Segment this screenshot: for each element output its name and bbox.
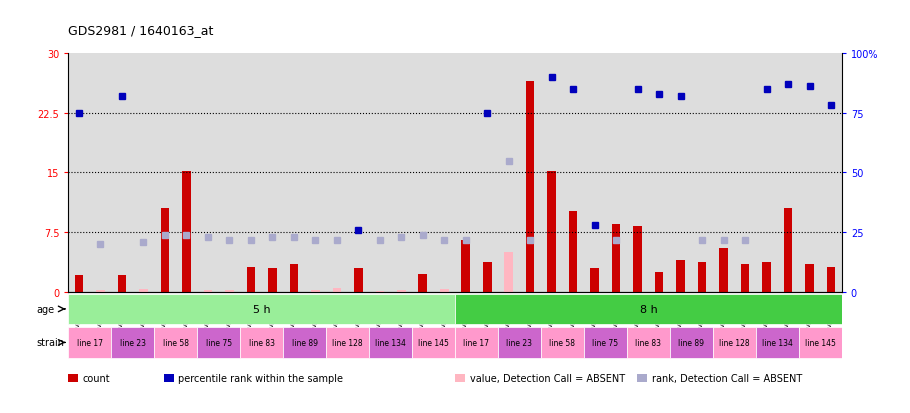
Bar: [326, 328, 369, 358]
Bar: [68, 294, 455, 324]
Bar: [376, 291, 384, 292]
Bar: [247, 267, 255, 292]
Bar: [455, 294, 842, 324]
Text: GDS2981 / 1640163_at: GDS2981 / 1640163_at: [68, 24, 214, 37]
Text: line 128: line 128: [332, 338, 363, 347]
Bar: [612, 225, 621, 292]
Text: line 23: line 23: [507, 338, 532, 347]
Bar: [369, 328, 412, 358]
Bar: [197, 328, 240, 358]
Bar: [784, 209, 793, 292]
Bar: [741, 265, 749, 292]
Bar: [805, 265, 814, 292]
Text: line 128: line 128: [719, 338, 750, 347]
Text: line 145: line 145: [804, 338, 835, 347]
Bar: [204, 290, 212, 292]
Bar: [633, 226, 642, 292]
Bar: [584, 328, 627, 358]
Text: line 58: line 58: [550, 338, 575, 347]
Bar: [440, 289, 449, 292]
Bar: [455, 328, 498, 358]
Text: line 58: line 58: [163, 338, 188, 347]
Bar: [461, 241, 470, 292]
Text: 8 h: 8 h: [640, 304, 657, 314]
Bar: [289, 265, 298, 292]
Bar: [569, 211, 578, 292]
Bar: [504, 253, 513, 292]
Text: age: age: [36, 304, 55, 314]
Bar: [483, 262, 491, 292]
Bar: [182, 171, 191, 292]
Text: line 134: line 134: [375, 338, 406, 347]
Bar: [68, 328, 111, 358]
Bar: [161, 209, 169, 292]
Text: 5 h: 5 h: [253, 304, 270, 314]
Bar: [698, 262, 706, 292]
Text: line 89: line 89: [291, 338, 318, 347]
Bar: [96, 290, 105, 292]
Bar: [591, 268, 599, 292]
Text: line 17: line 17: [463, 338, 490, 347]
Bar: [111, 328, 154, 358]
Bar: [541, 328, 584, 358]
Bar: [397, 290, 406, 292]
Text: line 83: line 83: [635, 338, 662, 347]
Text: percentile rank within the sample: percentile rank within the sample: [178, 373, 343, 383]
Text: line 83: line 83: [248, 338, 275, 347]
Bar: [498, 328, 541, 358]
Bar: [627, 328, 670, 358]
Bar: [676, 261, 685, 292]
Bar: [268, 268, 277, 292]
Bar: [283, 328, 326, 358]
Bar: [670, 328, 713, 358]
Bar: [139, 289, 147, 292]
Bar: [240, 328, 283, 358]
Bar: [354, 268, 362, 292]
Text: line 134: line 134: [762, 338, 793, 347]
Bar: [526, 81, 534, 292]
Text: line 145: line 145: [418, 338, 449, 347]
Bar: [799, 328, 842, 358]
Bar: [713, 328, 756, 358]
Text: count: count: [83, 373, 110, 383]
Bar: [225, 290, 234, 292]
Text: value, Detection Call = ABSENT: value, Detection Call = ABSENT: [470, 373, 624, 383]
Bar: [117, 275, 126, 292]
Bar: [311, 290, 319, 292]
Text: rank, Detection Call = ABSENT: rank, Detection Call = ABSENT: [652, 373, 802, 383]
Text: line 17: line 17: [76, 338, 103, 347]
Bar: [826, 267, 835, 292]
Bar: [332, 288, 341, 292]
Bar: [763, 262, 771, 292]
Text: strain: strain: [36, 337, 64, 348]
Bar: [419, 274, 427, 292]
Bar: [412, 328, 455, 358]
Bar: [756, 328, 799, 358]
Text: line 23: line 23: [120, 338, 146, 347]
Bar: [75, 275, 84, 292]
Text: line 75: line 75: [206, 338, 232, 347]
Bar: [655, 273, 663, 292]
Text: line 89: line 89: [678, 338, 704, 347]
Bar: [154, 328, 197, 358]
Bar: [719, 249, 728, 292]
Text: line 75: line 75: [592, 338, 619, 347]
Bar: [548, 171, 556, 292]
